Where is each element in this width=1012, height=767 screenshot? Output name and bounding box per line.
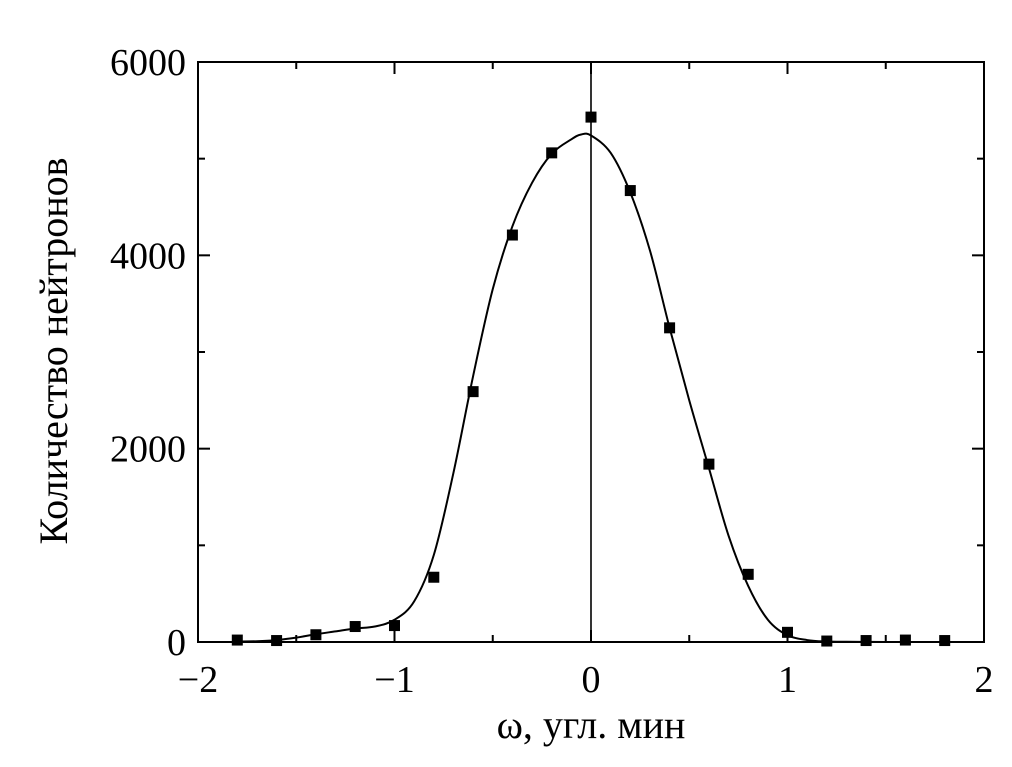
data-point [467,386,479,398]
data-point [860,635,872,647]
y-axis-label: Количество нейтронов [31,157,76,544]
data-point [271,635,283,647]
data-point [428,571,440,583]
x-tick-label: −2 [178,659,218,701]
y-tick-label: 6000 [110,42,186,84]
x-tick-label: 2 [975,659,994,701]
data-point [703,458,715,470]
x-tick-label: −1 [374,659,414,701]
y-tick-label: 4000 [110,235,186,277]
data-point [664,322,676,334]
x-tick-label: 0 [582,659,601,701]
data-point [231,634,243,646]
data-point [349,621,361,633]
data-point [506,229,518,241]
x-axis-label: ω, угл. мин [497,702,686,747]
data-point [546,147,558,159]
data-point [389,620,400,632]
data-point [742,568,754,580]
y-tick-label: 2000 [110,429,186,471]
data-point [624,185,636,197]
data-point [310,629,322,641]
data-point [939,635,951,647]
x-tick-label: 1 [778,659,797,701]
data-point [899,634,911,646]
y-tick-label: 0 [167,622,186,664]
axes: −2 −1 0 1 2 0 2000 4000 6000 [110,42,994,701]
